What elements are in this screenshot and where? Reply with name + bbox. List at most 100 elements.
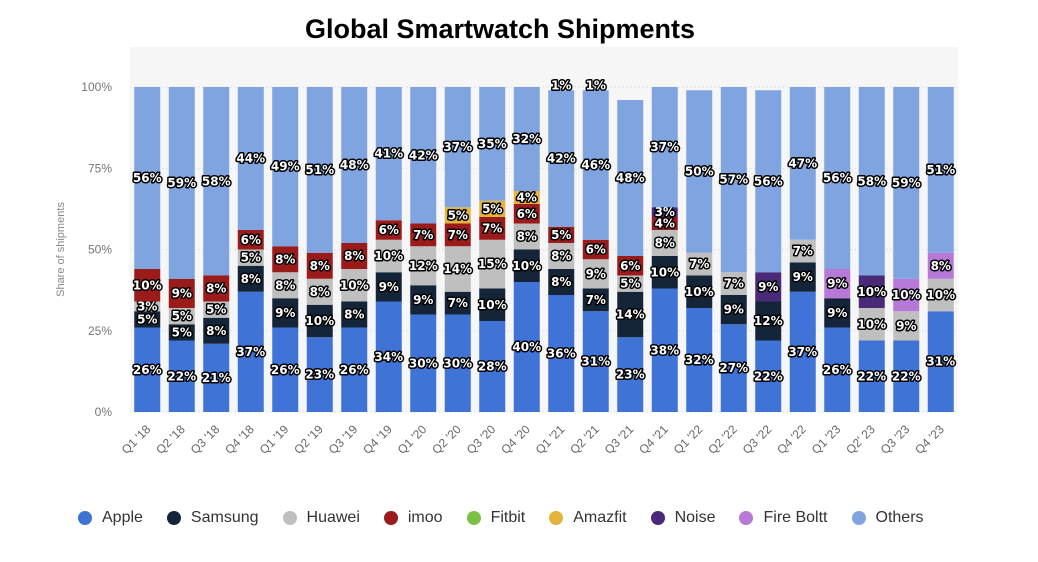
data-label: 23% <box>616 368 645 382</box>
bar-segment <box>306 337 333 412</box>
bar-segment <box>789 87 816 240</box>
data-label: 42% <box>409 148 438 162</box>
legend-item[interactable]: Fire Boltt <box>739 509 828 527</box>
data-label: 7% <box>413 228 433 242</box>
bar-segment <box>444 314 471 412</box>
legend-item[interactable]: Fitbit <box>466 509 525 527</box>
bar-segment <box>479 200 506 217</box>
legend-item[interactable]: Apple <box>78 509 143 527</box>
bar-segment <box>824 298 851 328</box>
bar-segment <box>444 207 471 224</box>
bar-segment <box>168 278 195 308</box>
data-label: 51% <box>305 163 334 177</box>
data-label: 37% <box>236 345 265 359</box>
data-label: 5% <box>172 325 192 339</box>
legend-item[interactable]: imoo <box>383 509 443 527</box>
bar-segment <box>720 324 747 412</box>
legend-item[interactable]: Samsung <box>166 509 259 527</box>
bar-segment <box>513 223 540 250</box>
data-label: 58% <box>857 174 886 188</box>
data-label: 10% <box>857 317 886 331</box>
bar-segment <box>755 301 782 341</box>
data-label: 59% <box>167 176 196 190</box>
legend-marker <box>466 511 481 525</box>
x-tick-label: Q3 '21 <box>602 422 637 457</box>
data-label: 26% <box>823 363 852 377</box>
legend-marker <box>282 511 297 525</box>
bar-segment <box>548 226 575 243</box>
bar-segment <box>513 282 540 412</box>
data-label: 36% <box>547 347 576 361</box>
bar-segment <box>237 249 264 266</box>
legend-item[interactable]: Noise <box>650 509 715 527</box>
bar-segment <box>824 87 851 269</box>
data-label: 10% <box>926 288 955 302</box>
x-tick-label: Q4 '19 <box>360 422 395 457</box>
legend-label: Fire Boltt <box>763 509 828 526</box>
x-tick-label: Q4 '21 <box>636 422 671 457</box>
data-label: 30% <box>443 356 472 370</box>
bar-segment <box>582 288 609 312</box>
legend-item[interactable]: Amazfit <box>549 509 627 527</box>
data-label: 28% <box>478 360 507 374</box>
data-label: 31% <box>926 355 955 369</box>
legend-marker <box>739 511 754 525</box>
data-label: 59% <box>892 176 921 190</box>
bar-segment <box>410 285 437 315</box>
data-label: 9% <box>413 293 433 307</box>
legend-item[interactable]: Others <box>851 509 924 527</box>
legend: Apple Samsung Huawei imoo Fitbit Amazfit Noise… <box>78 509 948 527</box>
bar-segment <box>410 246 437 286</box>
data-label: 23% <box>305 368 334 382</box>
data-label: 42% <box>547 152 576 166</box>
bar-segment <box>582 90 609 240</box>
bar-segment <box>755 272 782 302</box>
x-tick-label: Q3 '18 <box>188 422 223 457</box>
bar-segment <box>617 100 644 256</box>
bar-segment <box>203 317 230 344</box>
legend-label: imoo <box>407 509 443 526</box>
data-label: 8% <box>517 230 537 244</box>
data-label: 22% <box>857 369 886 383</box>
x-tick-label: Q3 '22 <box>740 422 775 457</box>
y-tick-label: 75% <box>88 161 112 175</box>
x-tick-label: Q4 '23 <box>912 422 947 457</box>
data-label: 4% <box>655 217 675 231</box>
data-label: 47% <box>788 156 817 170</box>
bar-segment <box>720 295 747 325</box>
bar-segment <box>927 278 954 312</box>
data-label: 48% <box>340 158 369 172</box>
bar-segment <box>927 252 954 279</box>
legend-item[interactable]: Huawei <box>282 509 360 527</box>
bar-segment <box>306 87 333 253</box>
data-label: 8% <box>931 259 951 273</box>
data-label: 5% <box>448 208 468 222</box>
bar-segment <box>479 87 506 201</box>
bar-segment <box>134 87 161 269</box>
bar-segment <box>272 272 299 299</box>
data-label: 37% <box>788 345 817 359</box>
data-label: 10% <box>512 259 541 273</box>
data-label: 8% <box>275 278 295 292</box>
data-label: 34% <box>374 350 403 364</box>
bar-segment <box>824 269 851 299</box>
data-label: 44% <box>236 152 265 166</box>
legend-marker <box>650 511 665 525</box>
legend-marker <box>383 511 398 525</box>
data-label: 10% <box>133 278 162 292</box>
data-label: 1% <box>551 78 571 92</box>
x-tick-label: Q2' 23 <box>843 422 878 457</box>
legend-label: Huawei <box>306 509 360 526</box>
bar-segment <box>134 301 161 312</box>
bar-segment <box>651 87 678 208</box>
bar-segment <box>375 239 402 273</box>
bar-segment <box>893 87 920 279</box>
bar-segment <box>789 262 816 292</box>
bar-segment <box>893 340 920 412</box>
bar-segment <box>755 340 782 412</box>
bar-segment <box>237 230 264 250</box>
bar-segment <box>341 269 368 302</box>
bar-segment <box>651 288 678 412</box>
bar-segment <box>168 324 195 341</box>
bar-segment <box>858 275 885 308</box>
